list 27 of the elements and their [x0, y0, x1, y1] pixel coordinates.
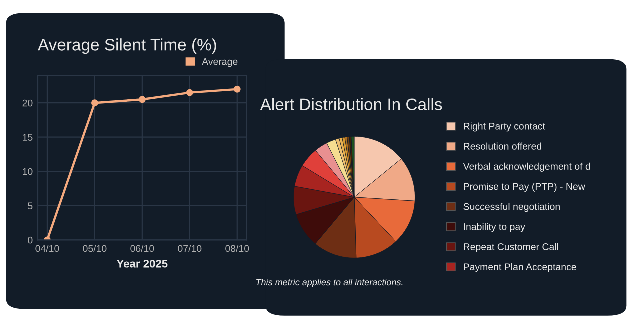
legend-label: Successful negotiation — [464, 203, 560, 212]
point — [234, 86, 241, 93]
x-axis-title: Year 2025 — [116, 260, 168, 268]
legend-label: Repeat Customer Call — [464, 243, 558, 252]
legend-label: Resolution offered — [464, 142, 542, 150]
legend-label: Payment Plan Acceptance — [464, 263, 576, 272]
legend-label: Promise to Pay (PTP) - New — [464, 182, 586, 192]
y-tick-label: 20 — [22, 100, 33, 107]
chart-title: Average Silent Time (%) — [38, 38, 216, 54]
legend-label: Right Party contact — [464, 122, 546, 132]
x-tick-label: 05/10 — [83, 245, 107, 252]
y-tick-label: 0 — [28, 236, 33, 244]
y-tick-label: 15 — [23, 134, 33, 141]
point — [91, 100, 98, 107]
point — [186, 89, 194, 96]
legend-label: Verbal acknowledgement of d — [463, 162, 590, 172]
x-tick-label: 06/10 — [130, 245, 154, 252]
y-tick-label: 5 — [28, 202, 33, 210]
point — [138, 96, 146, 104]
legend-label: Average — [202, 58, 238, 68]
legend-label: Inability to pay — [464, 223, 526, 232]
y-tick-label: 10 — [23, 168, 33, 176]
text: This metric applies to all interactions. — [256, 278, 403, 288]
x-tick-label: 07/10 — [178, 245, 202, 252]
chart-title: Alert Distribution In Calls — [260, 98, 442, 110]
x-tick-label: 04/10 — [36, 245, 60, 252]
x-tick-label: 08/10 — [226, 245, 250, 252]
